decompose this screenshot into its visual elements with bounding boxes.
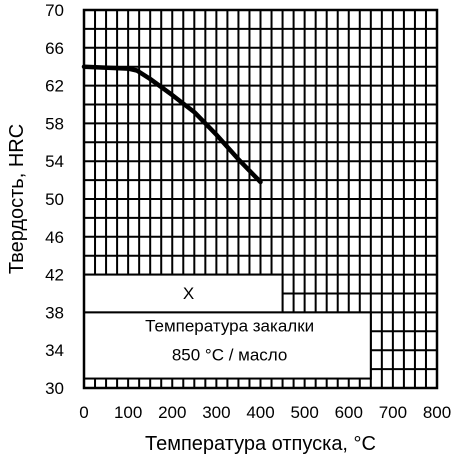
- x-tick-label: 0: [79, 403, 88, 422]
- annotation-boxes: [83, 273, 372, 380]
- plot-frame: [82, 8, 439, 390]
- x-tick-labels: 0 100 200 300 400 500 600 700 800: [79, 403, 451, 422]
- series-line: [81, 64, 263, 185]
- x-tick-label: 500: [290, 403, 318, 422]
- x-tick-label: 400: [246, 403, 274, 422]
- y-tick-label: 62: [45, 77, 64, 96]
- x-tick-label: 800: [423, 403, 451, 422]
- x-tick-label: 300: [202, 403, 230, 422]
- x-tick-label: 200: [158, 403, 186, 422]
- annotation-line-2: 850 °С / масло: [172, 346, 288, 365]
- y-tick-label: 38: [45, 303, 64, 322]
- series: [81, 64, 263, 185]
- y-tick-label: 58: [45, 114, 64, 133]
- y-tick-label: 70: [45, 1, 64, 20]
- legend-x-mark: X: [183, 284, 194, 303]
- y-tick-label: 34: [45, 341, 64, 360]
- y-tick-label: 66: [45, 39, 64, 58]
- y-tick-label: 50: [45, 190, 64, 209]
- y-tick-label: 30: [45, 379, 64, 398]
- legend-box: [83, 273, 284, 314]
- y-tick-label: 46: [45, 228, 64, 247]
- x-tick-label: 700: [379, 403, 407, 422]
- x-axis-title: Температура отпуска, °C: [145, 433, 376, 455]
- y-tick-label: 54: [45, 152, 64, 171]
- y-tick-labels: 30 34 38 42 46 50 54 58 62 66 70: [45, 1, 64, 398]
- y-axis-title: Твердость, HRC: [6, 124, 28, 274]
- x-tick-label: 600: [335, 403, 363, 422]
- y-tick-label: 42: [45, 266, 64, 285]
- annotation-line-1: Температура закалки: [145, 316, 314, 335]
- x-tick-label: 100: [114, 403, 142, 422]
